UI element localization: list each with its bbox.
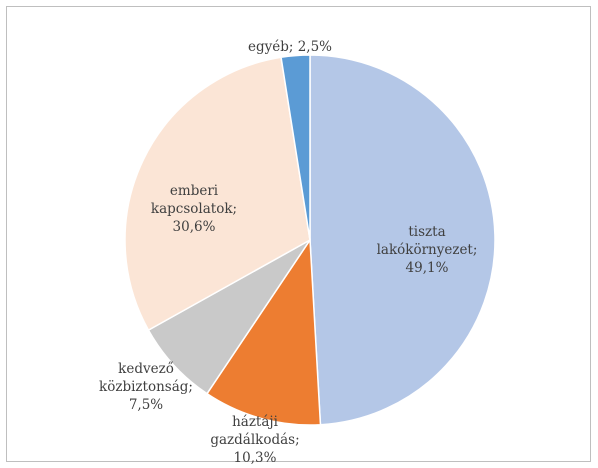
pie-slice-1 [205,237,322,426]
chart-area: tiszta lakókörnyezet; 49,1% háztáji gazdálko… [6,6,591,466]
slice-label-line: közbiztonság; [99,379,193,395]
pie-slice-4 [280,54,311,241]
slice-label-line: tiszta [408,224,446,240]
slice-label-line: 7,5% [128,397,164,413]
slice-label-1: háztáji gazdálkodás; 10,3% [210,413,299,467]
slice-label-line: kedvező [118,361,174,377]
slice-label-line: gazdálkodás; [210,432,300,448]
pie-slice-0 [309,54,496,426]
slice-label-4: egyéb; 2,5% [248,38,332,56]
slice-label-line: 30,6% [172,219,216,235]
slice-label-line: lakókörnyezet; [376,242,478,258]
slice-label-line: egyéb; 2,5% [247,39,333,55]
slice-label-2: kedvező közbiztonság; 7,5% [99,360,193,414]
slice-label-line: emberi [169,183,219,199]
slice-label-0: tiszta lakókörnyezet; 49,1% [377,223,478,277]
pie-slice-3 [124,56,311,332]
pie-chart [124,54,496,426]
slice-label-line: 10,3% [233,450,277,466]
slice-label-line: kapcsolatok; [150,201,238,217]
slice-label-line: 49,1% [405,260,449,276]
slice-label-3: emberi kapcsolatok; 30,6% [151,182,237,236]
slice-label-line: háztáji [232,414,278,430]
